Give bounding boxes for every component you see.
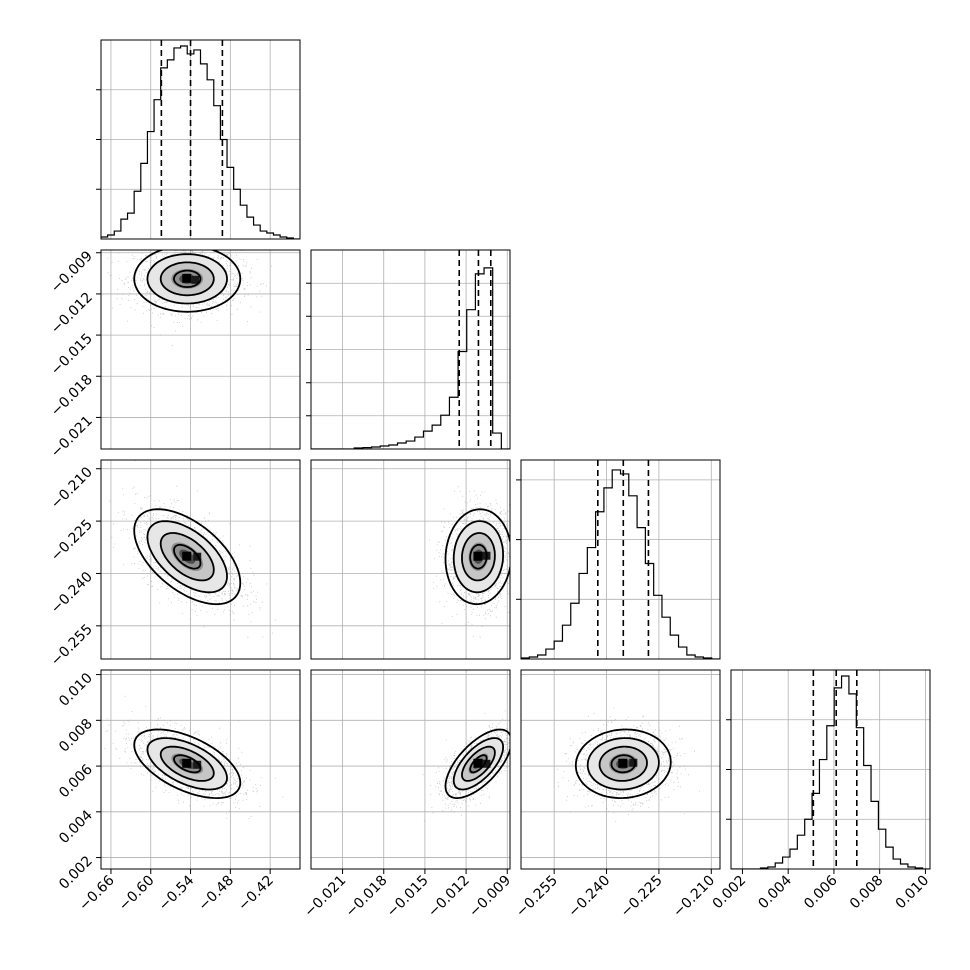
ytick-label-3-1: 0.004 xyxy=(56,807,96,847)
contour-2-0 xyxy=(469,543,488,570)
contour-2-2 xyxy=(452,520,505,594)
contour-5-3 xyxy=(574,728,672,800)
density-peak-b-3 xyxy=(193,760,202,769)
contour-1-1 xyxy=(159,532,215,582)
contour-0-0 xyxy=(173,269,202,289)
histogram-1 xyxy=(311,267,510,449)
ytick-label-1-2: −0.015 xyxy=(48,331,96,379)
hist-panel-2 xyxy=(516,459,721,660)
contour-0-2 xyxy=(146,253,228,305)
contour-5-0 xyxy=(610,754,637,774)
xtick-label-3-2: 0.006 xyxy=(801,872,841,912)
contour-4-3 xyxy=(444,728,510,800)
xtick-label-0-1: −0.60 xyxy=(116,873,158,915)
pair-frame-4 xyxy=(310,669,511,870)
ytick-label-2-0: −0.255 xyxy=(48,621,96,669)
scatter-points-4 xyxy=(422,710,510,822)
contour-2-3 xyxy=(444,508,510,606)
xtick-label-0-2: −0.54 xyxy=(156,872,198,914)
pair-panel-2-1 xyxy=(310,459,511,660)
hist-panel-0 xyxy=(96,39,301,240)
ytick-label-1-4: −0.009 xyxy=(48,248,96,296)
density-peak-b-4 xyxy=(482,759,491,768)
histogram-0 xyxy=(101,45,300,239)
pair-panel-3-0 xyxy=(100,669,301,870)
ytick-label-3-3: 0.008 xyxy=(56,716,96,756)
pair-panel-1-0 xyxy=(100,249,301,450)
pair-frame-0 xyxy=(100,249,301,450)
density-peak-b-0 xyxy=(191,275,200,284)
ytick-label-3-4: 0.010 xyxy=(56,670,96,710)
contour-3-3 xyxy=(133,728,242,800)
hist-frame-3 xyxy=(730,669,931,870)
hist-panel-1 xyxy=(306,249,511,450)
xtick-label-3-0: 0.002 xyxy=(710,873,750,913)
contour-4-2 xyxy=(452,737,505,791)
contour-3-1 xyxy=(159,745,215,782)
contour-5-2 xyxy=(586,737,660,791)
pair-panel-2-0 xyxy=(100,459,301,660)
contour-1-0 xyxy=(173,543,202,570)
density-peak-b-5 xyxy=(629,758,638,767)
ytick-label-1-1: −0.018 xyxy=(48,372,96,420)
contour-4-1 xyxy=(461,745,496,782)
pair-panel-3-1 xyxy=(310,669,511,870)
pair-frame-2 xyxy=(310,459,511,660)
histogram-3 xyxy=(731,675,930,869)
hist-frame-2 xyxy=(520,459,721,660)
contour-3-2 xyxy=(146,737,228,791)
pair-frame-1 xyxy=(100,459,301,660)
xtick-label-2-3: −0.210 xyxy=(670,873,718,921)
density-peak-4 xyxy=(473,758,483,768)
contour-1-2 xyxy=(146,520,228,594)
xtick-label-0-3: −0.48 xyxy=(196,873,238,915)
density-peak-3 xyxy=(182,758,192,768)
density-peak-1 xyxy=(182,551,192,561)
xtick-label-1-0: −0.021 xyxy=(301,873,349,921)
ytick-label-2-1: −0.240 xyxy=(48,569,96,617)
pair-frame-5 xyxy=(520,669,721,870)
contour-4-0 xyxy=(469,754,488,774)
xtick-label-0-0: −0.66 xyxy=(76,872,118,914)
ytick-label-2-3: −0.210 xyxy=(48,464,96,512)
panels-layer xyxy=(96,39,931,870)
xtick-label-3-1: 0.004 xyxy=(755,872,795,912)
ytick-label-3-2: 0.006 xyxy=(56,762,96,802)
pair-frame-3 xyxy=(100,669,301,870)
ytick-label-1-3: −0.012 xyxy=(48,289,96,337)
pair-panel-3-2 xyxy=(520,669,721,870)
xtick-label-2-2: −0.225 xyxy=(618,873,666,921)
xtick-label-0-4: −0.42 xyxy=(235,873,277,915)
ytick-label-2-2: −0.225 xyxy=(48,517,96,565)
xtick-label-1-4: −0.009 xyxy=(466,873,514,921)
xtick-label-3-3: 0.008 xyxy=(847,873,887,913)
density-peak-0 xyxy=(182,273,192,283)
contour-0-1 xyxy=(159,261,215,297)
hist-frame-0 xyxy=(100,39,301,240)
xtick-label-3-4: 0.010 xyxy=(893,873,933,913)
contour-2-1 xyxy=(461,532,496,582)
hist-frame-1 xyxy=(310,249,511,450)
contour-3-0 xyxy=(173,754,202,774)
ytick-label-1-0: −0.021 xyxy=(48,413,96,461)
density-peak-2 xyxy=(473,551,483,561)
xtick-label-1-2: −0.015 xyxy=(384,873,432,921)
xtick-label-1-3: −0.012 xyxy=(425,873,473,921)
xtick-label-2-0: −0.255 xyxy=(513,873,561,921)
contour-5-1 xyxy=(598,745,648,782)
density-peak-5 xyxy=(618,758,628,768)
ytick-label-3-0: 0.002 xyxy=(56,853,96,893)
xtick-label-1-1: −0.018 xyxy=(343,873,391,921)
hist-panel-3 xyxy=(726,669,931,870)
histogram-2 xyxy=(521,469,720,659)
contour-1-3 xyxy=(133,508,242,606)
xtick-label-2-1: −0.240 xyxy=(565,873,613,921)
